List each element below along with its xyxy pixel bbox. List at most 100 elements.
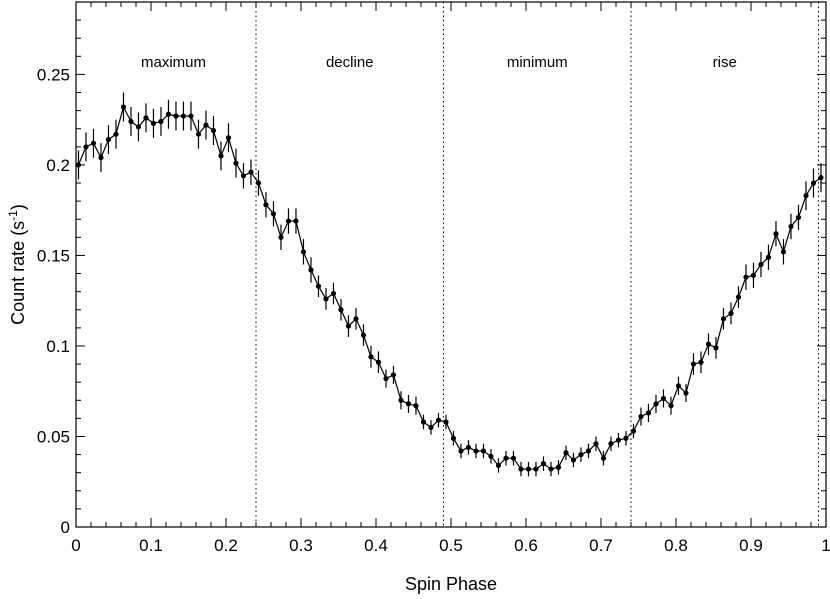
region-label-decline: decline	[326, 54, 374, 71]
phase-boundaries	[255, 2, 819, 527]
y-axis-label-superscript: -1	[6, 210, 20, 221]
data-point	[233, 160, 239, 166]
data-point	[255, 180, 262, 186]
data-point	[300, 249, 307, 255]
data-point	[713, 345, 719, 351]
data-point	[645, 410, 652, 416]
x-tick-label: 0.8	[664, 536, 688, 555]
data-point	[548, 466, 554, 472]
data-point	[218, 153, 224, 159]
y-tick-label: 0.25	[37, 65, 70, 84]
data-point	[338, 307, 344, 313]
region-label-minimum: minimum	[507, 54, 568, 71]
data-point	[375, 359, 382, 365]
data-point	[608, 441, 614, 447]
data-point	[690, 361, 697, 367]
data-point	[503, 455, 509, 461]
data-point	[270, 211, 277, 217]
data-point	[623, 435, 629, 441]
data-point	[83, 144, 89, 150]
error-bars	[77, 92, 822, 477]
data-point	[353, 316, 359, 322]
data-point	[278, 234, 284, 240]
data-point	[450, 435, 457, 441]
data-point	[143, 115, 149, 121]
data-point	[630, 428, 637, 434]
data-point	[743, 274, 749, 280]
data-point	[345, 323, 352, 329]
x-tick-label: 0.9	[739, 536, 763, 555]
y-tick-label: 0	[61, 518, 70, 537]
data-point	[293, 218, 299, 224]
data-point	[263, 202, 269, 208]
data-point	[383, 375, 389, 382]
data-point	[728, 310, 734, 316]
data-point	[443, 419, 449, 425]
data-point	[225, 135, 232, 141]
data-point	[458, 448, 464, 454]
region-label-maximum: maximum	[141, 54, 206, 71]
data-point	[720, 316, 727, 322]
x-tick-label: 0.7	[589, 536, 613, 555]
data-point	[555, 464, 562, 470]
data-point	[188, 113, 194, 119]
data-point	[308, 267, 314, 273]
data-point	[758, 261, 764, 268]
region-labels: maximum decline minimum rise	[141, 54, 737, 71]
data-point	[420, 419, 427, 425]
data-point	[90, 140, 97, 146]
data-point	[135, 124, 142, 130]
x-tick-label: 0.1	[139, 536, 163, 555]
data-point	[158, 118, 164, 125]
data-points	[75, 104, 824, 472]
x-tick-label: 0.2	[214, 536, 238, 555]
data-point	[285, 218, 292, 224]
y-axis-label-main: Count rate (s	[8, 221, 28, 325]
data-point	[735, 294, 742, 300]
data-point	[390, 372, 397, 378]
x-tick-label: 0	[71, 536, 80, 555]
data-point	[120, 104, 127, 110]
plot-frame	[75, 1, 827, 528]
data-point	[683, 390, 689, 396]
data-point	[173, 113, 179, 119]
data-point	[540, 461, 547, 467]
y-axis-label-close: )	[8, 204, 28, 210]
data-point	[435, 417, 442, 423]
data-point	[465, 444, 472, 450]
data-point	[675, 383, 682, 389]
data-line	[77, 105, 822, 470]
y-axis-label: Count rate (s-1)	[6, 204, 28, 325]
data-point	[368, 354, 374, 360]
data-point	[98, 155, 104, 161]
data-point	[660, 395, 667, 402]
data-point	[533, 466, 539, 472]
x-tick-label: 0.4	[364, 536, 388, 555]
series-line	[77, 105, 822, 470]
data-point	[248, 169, 254, 175]
data-point	[795, 214, 802, 221]
data-point	[488, 453, 494, 459]
data-point	[210, 127, 217, 134]
data-point	[578, 451, 584, 458]
data-point	[405, 401, 412, 407]
x-tick-label: 0.3	[289, 536, 313, 555]
data-point	[518, 466, 524, 472]
data-point	[105, 136, 112, 143]
x-tick-label: 0.6	[514, 536, 538, 555]
data-point	[323, 296, 329, 302]
y-tick-label: 0.15	[37, 246, 70, 265]
data-point	[240, 173, 247, 179]
data-point	[773, 231, 779, 237]
x-tick-label: 1	[821, 536, 830, 555]
data-point	[398, 397, 404, 403]
data-point	[780, 249, 787, 255]
data-point	[113, 131, 119, 137]
data-point	[585, 448, 592, 454]
y-axis-ticks: 0 0.05 0.1 0.15 0.2 0.25	[37, 19, 826, 537]
data-point	[180, 113, 187, 119]
data-point	[128, 118, 134, 125]
region-label-rise: rise	[713, 54, 737, 71]
data-point	[330, 290, 337, 297]
